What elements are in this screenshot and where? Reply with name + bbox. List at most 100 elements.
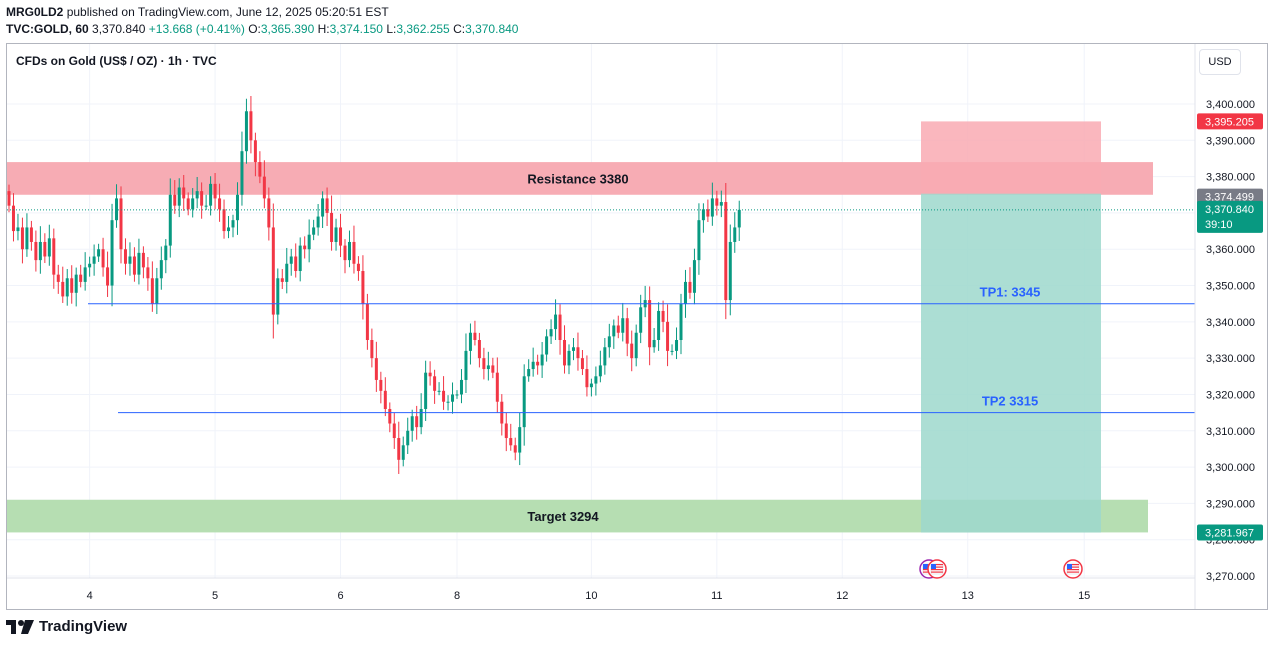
candle-down <box>379 379 383 391</box>
candle-down <box>585 369 589 388</box>
flag-canton <box>923 564 928 569</box>
candle-up <box>128 256 132 264</box>
candle-up <box>697 220 701 261</box>
candle-up <box>522 376 526 428</box>
candle-down <box>397 438 401 460</box>
flag-canton <box>1067 564 1072 569</box>
candle-up <box>74 274 78 293</box>
price-label-text: 3,281.967 <box>1205 528 1254 540</box>
y-tick-label: 3,380.000 <box>1206 172 1255 184</box>
candle-up <box>168 194 172 246</box>
candle-up <box>683 281 687 304</box>
candle-down <box>661 310 665 322</box>
tradingview-logo[interactable]: TradingView <box>6 618 127 635</box>
us-flag-icon <box>1063 559 1083 579</box>
candle-down <box>79 274 83 282</box>
candle-down <box>249 111 253 141</box>
candle-up <box>518 427 522 453</box>
candle-up <box>164 245 168 261</box>
candle-up <box>16 227 20 232</box>
countdown-text: 39:10 <box>1205 219 1233 231</box>
candle-down <box>536 361 540 366</box>
candle-down <box>724 202 728 301</box>
candle-up <box>459 379 463 395</box>
candle-up <box>38 241 42 261</box>
candle-down <box>616 325 620 333</box>
candle-down <box>106 267 110 286</box>
candle-up <box>227 227 231 232</box>
candles <box>7 96 741 474</box>
candle-down <box>666 321 670 351</box>
candle-down <box>365 303 369 340</box>
tp2-label: TP2 3315 <box>982 394 1038 409</box>
y-tick-label: 3,310.000 <box>1206 426 1255 438</box>
candle-down <box>132 256 136 275</box>
candle-up <box>598 365 602 377</box>
x-tick-label: 10 <box>585 590 597 602</box>
y-tick-label: 3,270.000 <box>1206 571 1255 583</box>
y-tick-label: 3,330.000 <box>1206 353 1255 365</box>
flag-stripe <box>931 566 943 568</box>
candle-up <box>204 205 208 207</box>
y-tick-label: 3,320.000 <box>1206 389 1255 401</box>
tp1-label: TP1: 3345 <box>980 285 1041 300</box>
candle-up <box>701 209 705 221</box>
candle-down <box>339 227 343 246</box>
candle-down <box>303 245 307 250</box>
y-tick-label: 3,360.000 <box>1206 244 1255 256</box>
price-change: +13.668 (+0.41%) <box>148 22 245 36</box>
candle-up <box>47 238 51 257</box>
x-tick-label: 11 <box>711 590 722 602</box>
quote-line: TVC:GOLD, 60 3,370.840 +13.668 (+0.41%) … <box>6 22 518 36</box>
price-label-box <box>1197 200 1263 233</box>
candle-down <box>477 340 481 359</box>
high-label: H: <box>317 22 330 36</box>
candle-up <box>468 332 472 351</box>
take-profit-zone <box>921 193 1101 533</box>
candle-up <box>110 220 114 286</box>
close-value: 3,370.840 <box>465 22 519 36</box>
candle-down <box>388 408 392 424</box>
candle-up <box>719 202 723 206</box>
publish-info: MRG0LD2 published on TradingView.com, Ju… <box>6 5 389 19</box>
event-icons <box>919 559 1083 579</box>
candle-down <box>43 241 47 257</box>
candle-up <box>231 220 235 228</box>
candle-up <box>321 198 325 217</box>
high-value: 3,374.150 <box>329 22 383 36</box>
candle-up <box>589 383 593 388</box>
symbol: TVC:GOLD, 60 <box>6 22 89 36</box>
candle-down <box>119 198 123 250</box>
candle-down <box>222 209 226 232</box>
candle-down <box>491 365 495 373</box>
tradingview-brand: TradingView <box>39 618 128 635</box>
candle-up <box>545 336 549 355</box>
candle-up <box>594 376 598 384</box>
candle-up <box>92 256 96 264</box>
candle-up <box>634 332 638 359</box>
candle-up <box>424 372 428 409</box>
candle-up <box>603 347 607 366</box>
candle-down <box>141 252 145 268</box>
candle-up <box>728 241 732 301</box>
x-tick-label: 12 <box>836 590 848 602</box>
currency-button[interactable]: USD <box>1199 49 1241 75</box>
flag-stripe <box>931 569 943 571</box>
candle-up <box>639 307 643 333</box>
candle-down <box>123 249 127 264</box>
candle-up <box>670 350 674 352</box>
chart-frame[interactable] <box>6 43 1268 610</box>
candle-down <box>715 198 719 206</box>
candle-down <box>630 343 634 359</box>
flag-stripe <box>1067 564 1079 566</box>
candle-up <box>733 227 737 242</box>
open-value: 3,365.390 <box>260 22 315 36</box>
candle-up <box>549 329 553 337</box>
candle-down <box>509 438 513 446</box>
candle-down <box>383 390 387 409</box>
close-label: C: <box>453 22 466 36</box>
candle-down <box>182 187 186 199</box>
candle-down <box>580 358 584 370</box>
